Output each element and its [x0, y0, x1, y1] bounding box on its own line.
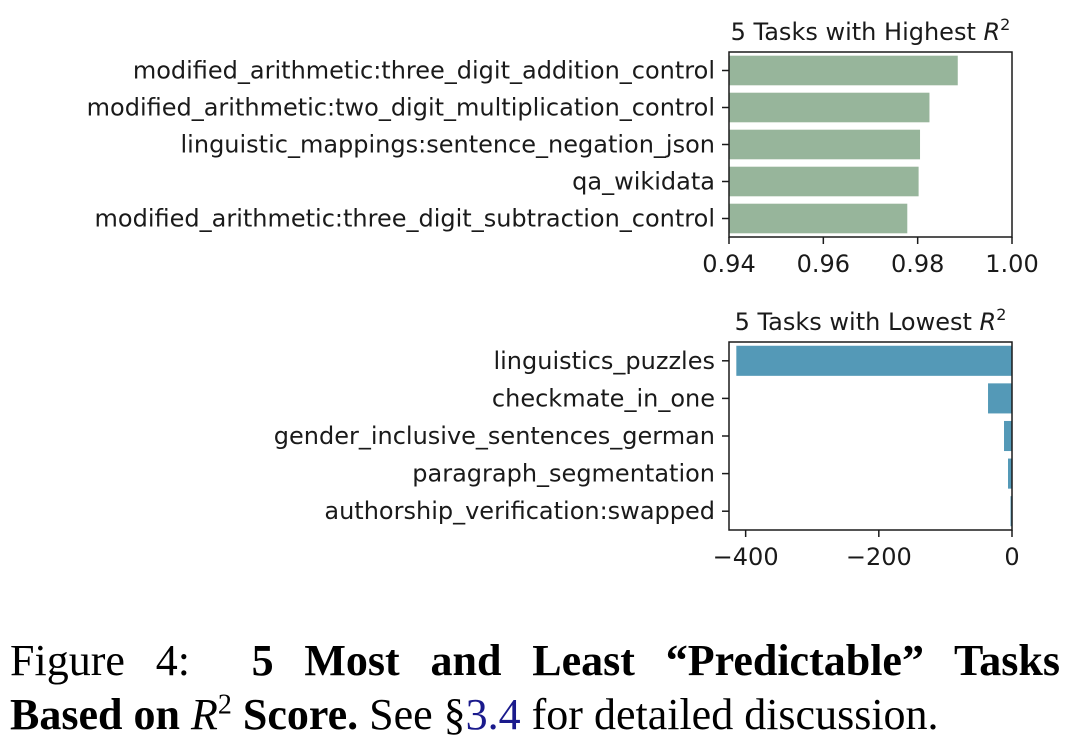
x-tick-label: 0.98	[891, 250, 944, 278]
plot-frame	[728, 51, 1013, 238]
x-tick-label: 0.94	[702, 250, 755, 278]
caption-text: See §	[358, 690, 466, 739]
x-tick-label: −200	[846, 543, 912, 571]
plot-frame	[728, 341, 1013, 531]
chart-title-text: 5 Tasks with Highest	[731, 18, 984, 46]
bar	[736, 345, 1012, 376]
caption-r-exponent: 2	[217, 689, 232, 721]
caption-bold-title-cont: Based on	[10, 690, 191, 739]
bar	[729, 166, 919, 197]
chart-title-text: 5 Tasks with Lowest	[735, 308, 980, 336]
caption-label: Figure 4:	[10, 636, 190, 685]
bar	[1008, 458, 1012, 489]
highest-r2-chart: 5 Tasks with Highest R2 modified_arithmet…	[87, 15, 1039, 278]
bar	[729, 92, 930, 123]
chart-title-r-variable: R	[983, 18, 1000, 46]
bar	[1004, 420, 1012, 452]
category-label: modified_arithmetic:three_digit_addition…	[133, 57, 715, 85]
x-tick-label: 1.00	[985, 250, 1038, 278]
figure-caption-line-1: Figure 4: 5 Most and Least “Predictable”…	[10, 634, 1060, 688]
x-tick-label: −400	[713, 543, 779, 571]
chart-title: 5 Tasks with Highest R2	[731, 15, 1011, 46]
category-label: linguistics_puzzles	[493, 347, 715, 375]
category-label: modified_arithmetic:two_digit_multiplica…	[87, 94, 715, 122]
category-label: authorship_verification:swapped	[324, 497, 715, 525]
chart-title-r-exponent: 2	[996, 305, 1006, 324]
category-label: checkmate_in_one	[492, 384, 715, 412]
x-tick-label: 0.96	[797, 250, 850, 278]
bar	[729, 55, 958, 86]
bar	[729, 203, 908, 234]
figure-caption-line-2: Based on R2 Score. See §3.4 for detailed…	[10, 688, 1060, 742]
category-label: linguistic_mappings:sentence_negation_js…	[181, 131, 715, 159]
chart-title-r-exponent: 2	[1000, 15, 1010, 34]
section-reference-link[interactable]: 3.4	[465, 690, 521, 739]
category-label: paragraph_segmentation	[412, 460, 715, 488]
category-label: gender_inclusive_sentences_german	[274, 422, 715, 450]
caption-bold-title: 5 Most and Least “Predictable” Tasks	[251, 636, 1061, 685]
chart-title-r-variable: R	[980, 308, 997, 336]
bar	[988, 383, 1012, 414]
x-tick-label: 0	[1004, 543, 1019, 571]
caption-bold-title-end: Score.	[231, 690, 359, 739]
category-label: modified_arithmetic:three_digit_subtract…	[95, 205, 715, 233]
category-label: qa_wikidata	[572, 168, 715, 196]
bar	[729, 129, 921, 160]
caption-r-variable: R	[190, 690, 218, 739]
chart-title: 5 Tasks with Lowest R2	[735, 305, 1007, 336]
lowest-r2-chart: 5 Tasks with Lowest R2 linguistics_puzzle…	[274, 305, 1020, 571]
caption-text-end: for detailed discussion.	[520, 690, 939, 739]
